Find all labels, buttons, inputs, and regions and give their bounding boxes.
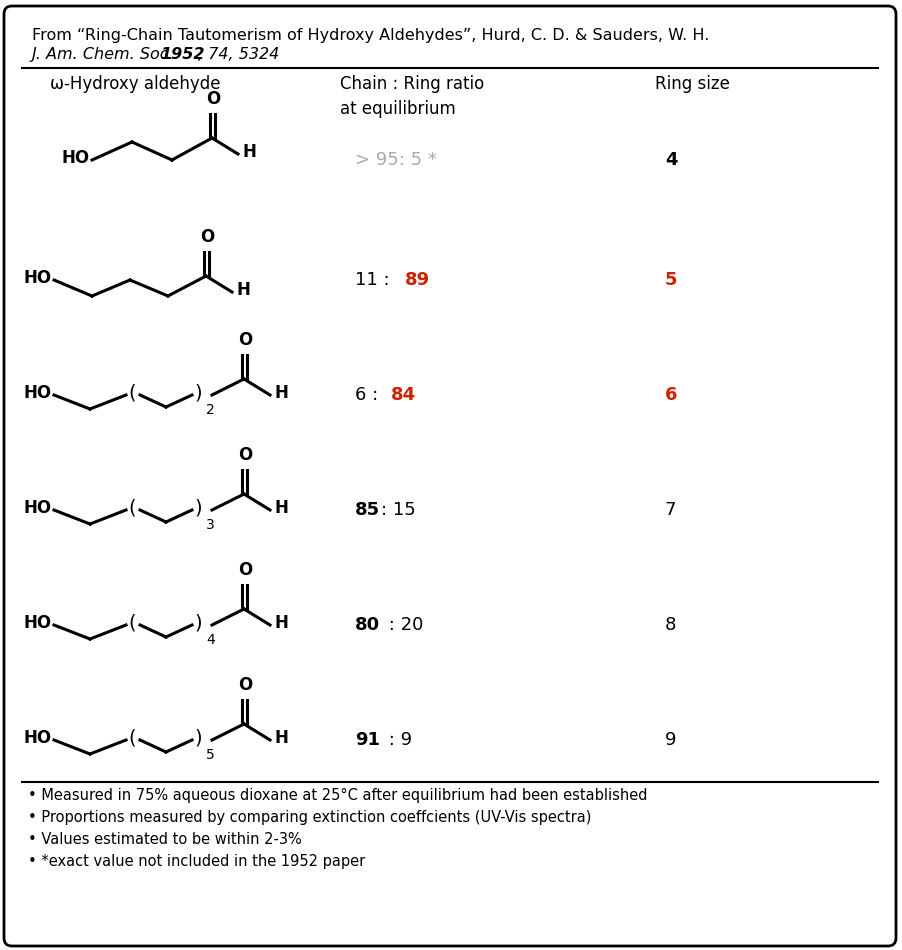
Text: J. Am. Chem. Soc.: J. Am. Chem. Soc. <box>32 47 179 62</box>
Text: 89: 89 <box>405 271 430 289</box>
Text: 6 :: 6 : <box>355 386 384 404</box>
Text: 5: 5 <box>665 271 677 289</box>
Text: O: O <box>200 228 214 246</box>
Text: H: H <box>243 143 257 161</box>
Text: 85: 85 <box>355 501 380 519</box>
Text: 80: 80 <box>355 616 380 634</box>
Text: O: O <box>238 561 253 579</box>
Text: ): ) <box>194 499 202 518</box>
Text: HO: HO <box>23 269 52 287</box>
Text: 84: 84 <box>391 386 416 404</box>
Text: 3: 3 <box>206 518 215 532</box>
Text: 4: 4 <box>665 151 677 169</box>
Text: Ring size: Ring size <box>655 75 730 93</box>
Text: (: ( <box>128 384 135 403</box>
Text: • Measured in 75% aqueous dioxane at 25°C after equilibrium had been established: • Measured in 75% aqueous dioxane at 25°… <box>28 788 648 803</box>
Text: (: ( <box>128 499 135 518</box>
Text: , 74, 5324: , 74, 5324 <box>198 47 280 62</box>
Text: H: H <box>275 384 289 402</box>
Text: ω-Hydroxy aldehyde: ω-Hydroxy aldehyde <box>50 75 220 93</box>
Text: From “Ring-Chain Tautomerism of Hydroxy Aldehydes”, Hurd, C. D. & Sauders, W. H.: From “Ring-Chain Tautomerism of Hydroxy … <box>32 28 709 43</box>
Text: 6: 6 <box>665 386 677 404</box>
FancyBboxPatch shape <box>4 6 896 946</box>
Text: : 9: : 9 <box>383 731 412 749</box>
Text: 8: 8 <box>665 616 676 634</box>
Text: HO: HO <box>62 149 90 167</box>
Text: O: O <box>238 331 253 349</box>
Text: O: O <box>238 446 253 464</box>
Text: H: H <box>275 729 289 747</box>
Text: H: H <box>237 281 251 299</box>
Text: : 20: : 20 <box>383 616 423 634</box>
Text: 4: 4 <box>206 633 215 647</box>
Text: H: H <box>275 614 289 632</box>
Text: > 95: 5 *: > 95: 5 * <box>355 151 437 169</box>
Text: HO: HO <box>23 499 52 517</box>
Text: • Values estimated to be within 2-3%: • Values estimated to be within 2-3% <box>28 832 302 847</box>
Text: 7: 7 <box>665 501 676 519</box>
Text: 11 :: 11 : <box>355 271 395 289</box>
Text: • *exact value not included in the 1952 paper: • *exact value not included in the 1952 … <box>28 854 365 869</box>
Text: 9: 9 <box>665 731 676 749</box>
Text: (: ( <box>128 614 135 633</box>
Text: 1952: 1952 <box>160 47 205 62</box>
Text: ): ) <box>194 614 202 633</box>
Text: ): ) <box>194 384 202 403</box>
Text: Chain : Ring ratio
at equilibrium: Chain : Ring ratio at equilibrium <box>340 75 484 118</box>
Text: HO: HO <box>23 729 52 747</box>
Text: O: O <box>238 676 253 694</box>
Text: HO: HO <box>23 614 52 632</box>
Text: HO: HO <box>23 384 52 402</box>
Text: H: H <box>275 499 289 517</box>
Text: (: ( <box>128 729 135 748</box>
Text: : 15: : 15 <box>381 501 416 519</box>
Text: 2: 2 <box>206 403 215 417</box>
Text: • Proportions measured by comparing extinction coeffcients (UV-Vis spectra): • Proportions measured by comparing exti… <box>28 810 592 825</box>
Text: O: O <box>206 90 220 108</box>
Text: 5: 5 <box>206 748 215 762</box>
Text: 91: 91 <box>355 731 380 749</box>
Text: ): ) <box>194 729 202 748</box>
